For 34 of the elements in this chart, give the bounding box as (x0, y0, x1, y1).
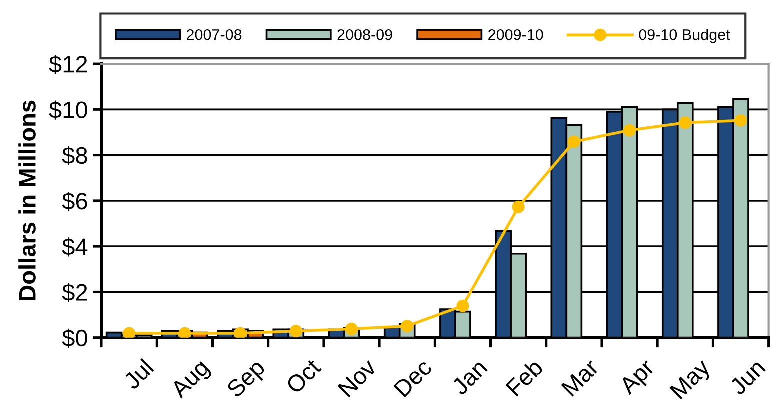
y-tick-label: $12 (49, 55, 88, 74)
point (679, 116, 692, 130)
point (624, 124, 636, 137)
y-tick-label: $10 (49, 100, 88, 120)
point (178, 327, 192, 338)
x-tick-label: Mar (561, 358, 600, 397)
point (123, 327, 136, 338)
point (568, 136, 580, 148)
x-tick-label: Dec (394, 358, 434, 398)
x-tick-label: Aug (170, 358, 214, 403)
x-tick-label: Apr (618, 358, 659, 399)
x-tick-label: Jun (728, 358, 766, 396)
y-tick-label: $0 (62, 328, 88, 348)
x-tick-label: Jan (450, 358, 488, 396)
y-tick-label: $6 (62, 192, 88, 212)
legend-label: 2007-08 (187, 29, 242, 40)
y-tick-label: $2 (62, 283, 88, 302)
x-tick-label: Nov (338, 358, 378, 398)
x-tick-label: May (670, 358, 715, 403)
legend-label: 2008-09 (338, 29, 392, 40)
point (456, 300, 470, 312)
point (512, 200, 525, 214)
point (346, 322, 358, 336)
legend-label: 2009-10 (488, 29, 544, 40)
x-tick-label: Jul (122, 358, 154, 391)
y-axis-title: Dollars in Millions (18, 100, 36, 300)
x-tick-label: Feb (505, 358, 544, 397)
point (290, 324, 302, 338)
y-tick-label: $8 (62, 146, 88, 166)
y-tick-label: $4 (62, 238, 88, 257)
x-tick-label: Oct (285, 358, 322, 395)
x-tick-label: Sep (226, 358, 270, 402)
legend-label: 09-10 Budget (639, 29, 730, 44)
point (734, 114, 748, 127)
